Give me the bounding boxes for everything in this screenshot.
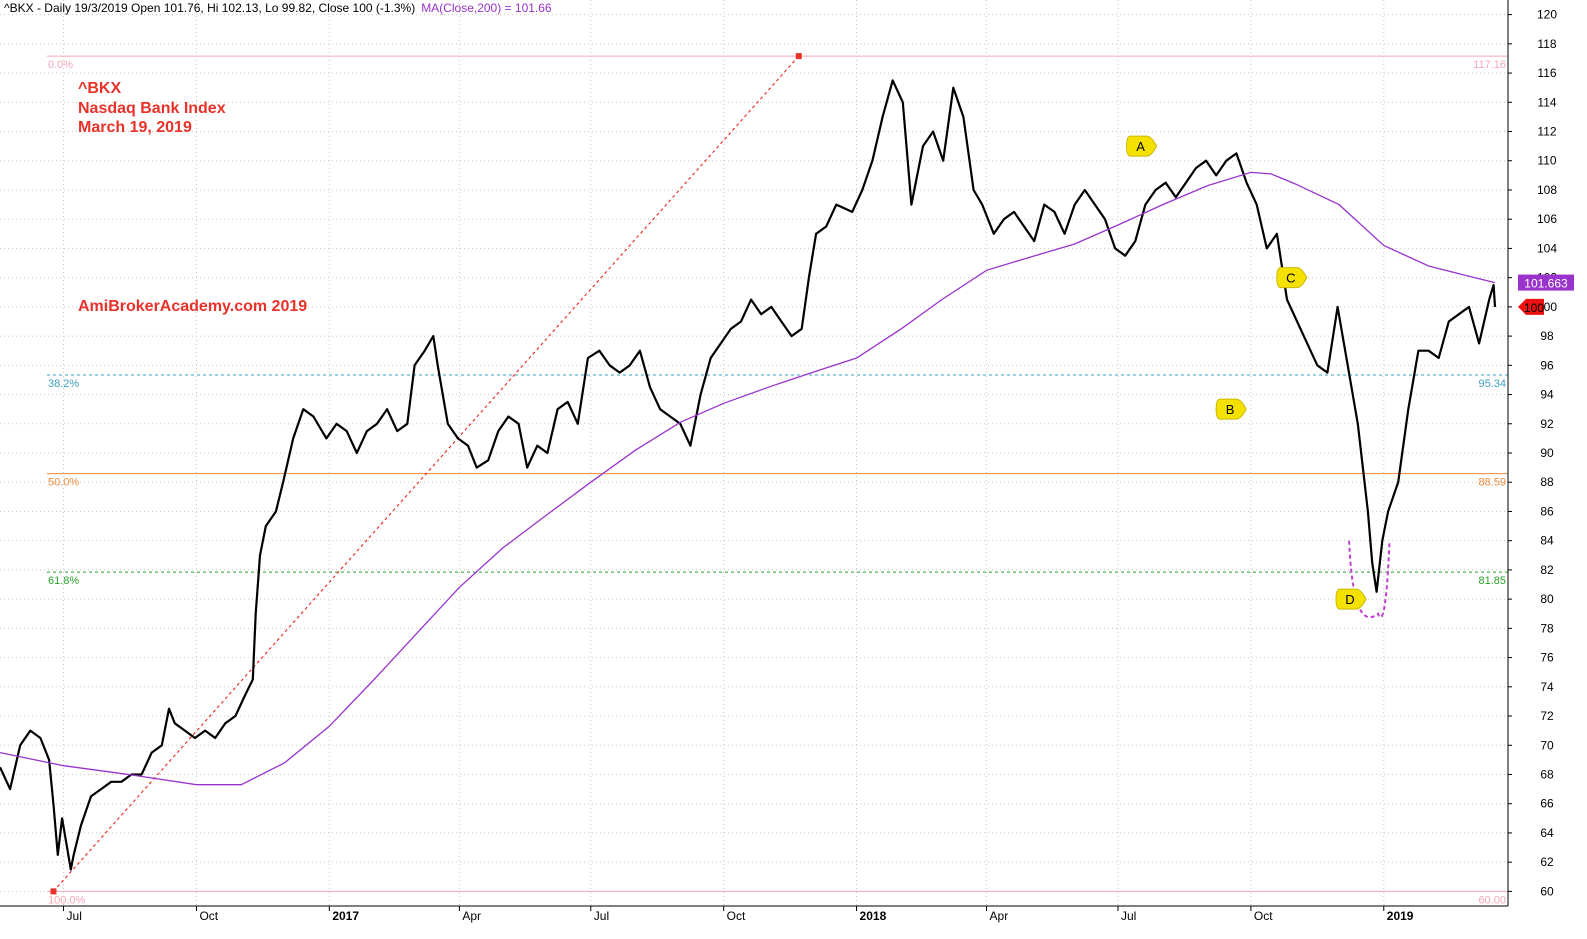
fib-value-label: 88.59 — [1478, 477, 1506, 489]
y-tick-label: 78 — [1540, 621, 1554, 635]
y-tick-label: 90 — [1540, 446, 1554, 460]
x-tick-label: Oct — [1254, 909, 1273, 923]
fib-value-label: 81.85 — [1478, 575, 1506, 587]
trendline-start-handle — [50, 888, 57, 895]
y-tick-label: 86 — [1540, 504, 1554, 518]
y-tick-label: 94 — [1540, 388, 1554, 402]
y-tick-label: 82 — [1540, 563, 1554, 577]
fib-level-label: 50.0% — [48, 477, 79, 489]
fib-value-label: 95.34 — [1478, 378, 1506, 390]
x-axis-ticks: Jul Oct 2017 Apr Jul Oct 2018 Apr Jul Oct 2019 — [63, 906, 1414, 923]
fib-value-label: 117.16 — [1473, 59, 1506, 71]
x-tick-label: Oct — [199, 909, 218, 923]
wave-marker-a — [1126, 135, 1158, 157]
wave-marker-label: D — [1345, 592, 1354, 607]
symbol-annotation: ^BKX — [78, 80, 121, 97]
wave-marker-label: A — [1136, 139, 1145, 154]
grid-layer — [0, 0, 1508, 906]
y-tick-label: 88 — [1540, 475, 1554, 489]
ma-value-badge — [1518, 274, 1574, 291]
fib-level-label: 61.8% — [48, 575, 79, 587]
fib-level-label: 100.0% — [48, 894, 86, 906]
wave-marker-c — [1276, 267, 1308, 289]
index-name-annotation: Nasdaq Bank Index — [78, 100, 226, 117]
ma-header-text: MA(Close,200) = 101.66 — [421, 1, 552, 15]
y-tick-label: 98 — [1540, 329, 1554, 343]
y-tick-label: 96 — [1540, 358, 1554, 372]
x-tick-label: Jul — [594, 909, 609, 923]
marker-layer: A B C D — [1126, 135, 1391, 619]
y-tick-label: 80 — [1540, 592, 1554, 606]
y-tick-label: 72 — [1540, 709, 1554, 723]
price-series-line — [0, 79, 1497, 871]
wave-marker-label: C — [1286, 271, 1295, 286]
header-text: ^BKX - Daily 19/3/2019 Open 101.76, Hi 1… — [4, 1, 415, 15]
y-tick-label: 110 — [1537, 154, 1556, 168]
fib-level-label: 0.0% — [48, 59, 73, 71]
trendline-layer — [50, 53, 802, 895]
wave-marker-d — [1335, 588, 1367, 610]
y-tick-label: 64 — [1540, 826, 1554, 840]
fib-trendline — [52, 55, 800, 892]
y-tick-label: 76 — [1540, 651, 1554, 665]
y-tick-label: 114 — [1537, 95, 1556, 109]
price-badges: 101.663 100 — [1518, 274, 1574, 315]
y-tick-label: 70 — [1540, 738, 1554, 752]
y-tick-label: 84 — [1540, 534, 1554, 548]
last-price-badge-label: 100 — [1524, 301, 1544, 315]
x-tick-label: Apr — [462, 909, 481, 923]
x-tick-label: Jul — [67, 909, 82, 923]
x-tick-label: 2018 — [860, 909, 887, 923]
date-annotation: March 19, 2019 — [78, 119, 192, 136]
fibonacci-layer: 0.0% 117.16 38.2% 95.34 50.0% 88.59 61.8% 81.85… — [47, 55, 1508, 906]
y-tick-label: 68 — [1540, 767, 1554, 781]
series-layer — [0, 79, 1497, 871]
x-tick-label: 2017 — [332, 909, 359, 923]
y-tick-label: 116 — [1537, 66, 1556, 80]
wave-marker-label: B — [1226, 402, 1235, 417]
y-tick-label: 112 — [1537, 125, 1556, 139]
x-tick-label: 2019 — [1387, 909, 1414, 923]
last-price-badge — [1518, 298, 1544, 315]
wave-marker-b — [1215, 398, 1247, 420]
x-tick-label: Apr — [990, 909, 1009, 923]
y-tick-label: 66 — [1540, 797, 1554, 811]
trendline-end-handle — [795, 53, 802, 60]
y-tick-label: 106 — [1537, 212, 1557, 226]
y-axis-ticks: 60 62 64 66 68 70 72 74 76 78 80 82 84 86 88 90 92 94 96 98… — [1508, 8, 1557, 898]
ma-series-line — [0, 171, 1496, 786]
x-tick-label: Jul — [1121, 909, 1136, 923]
y-tick-label: 92 — [1540, 417, 1554, 431]
fib-level-label: 38.2% — [48, 378, 79, 390]
watermark-annotation: AmiBrokerAcademy.com 2019 — [78, 298, 307, 315]
y-tick-label: 74 — [1540, 680, 1554, 694]
x-tick-label: Oct — [727, 909, 746, 923]
y-tick-label: 104 — [1537, 241, 1557, 255]
fib-value-label: 60.00 — [1478, 894, 1506, 906]
y-tick-label: 60 — [1540, 884, 1554, 898]
ma-value-badge-label: 101.663 — [1524, 277, 1568, 291]
y-tick-label: 108 — [1537, 183, 1557, 197]
cup-curve — [1348, 540, 1391, 619]
y-tick-label: 118 — [1537, 37, 1556, 51]
y-tick-label: 120 — [1537, 8, 1557, 22]
y-tick-label: 62 — [1540, 855, 1554, 869]
